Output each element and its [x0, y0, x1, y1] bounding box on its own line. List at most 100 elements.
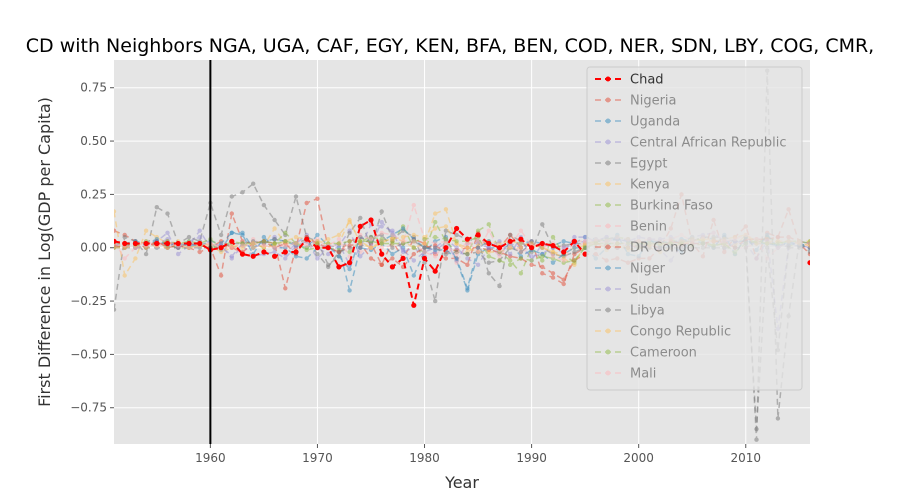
data-point: [304, 236, 310, 242]
legend-label: Cameroon: [630, 346, 697, 361]
data-point: [133, 256, 138, 261]
data-point: [315, 232, 320, 238]
data-point: [572, 245, 577, 250]
data-point: [433, 298, 438, 304]
data-point: [411, 273, 416, 278]
legend-item: Kenya: [595, 178, 670, 193]
data-point: [507, 238, 513, 244]
legend-item: Nigeria: [595, 94, 677, 109]
data-point: [400, 247, 406, 253]
data-point: [518, 249, 524, 255]
series-line: [114, 191, 810, 289]
data-point: [411, 251, 416, 257]
series-line: [114, 208, 810, 278]
data-point: [518, 271, 524, 276]
legend-swatch-marker: [605, 370, 611, 376]
y-tick-label: 0.50: [80, 134, 107, 148]
data-point: [347, 266, 352, 272]
data-point: [486, 260, 491, 265]
legend-item: Benin: [595, 220, 667, 235]
data-point: [529, 245, 535, 251]
legend-label: DR Congo: [630, 241, 695, 256]
data-point: [229, 256, 234, 261]
data-point: [272, 249, 277, 255]
legend-swatch-marker: [605, 76, 611, 82]
data-point: [400, 239, 406, 244]
data-point: [508, 262, 513, 267]
y-tick-label: 0.25: [80, 187, 107, 201]
data-point: [379, 251, 385, 257]
y-tick-label: 0.75: [80, 81, 107, 95]
legend-item: Burkina Faso: [595, 199, 713, 214]
data-point: [379, 245, 384, 250]
legend-item: Chad: [595, 73, 664, 88]
data-point: [550, 254, 556, 259]
data-point: [164, 240, 171, 247]
legend-label: Burkina Faso: [630, 199, 713, 214]
data-point: [433, 226, 438, 231]
data-point: [572, 249, 577, 255]
data-point: [496, 245, 503, 251]
data-point: [807, 241, 810, 246]
data-point: [358, 245, 363, 250]
data-point: [229, 211, 234, 216]
x-tick-label: 2010: [730, 451, 761, 465]
data-point: [497, 254, 502, 259]
data-point: [433, 234, 438, 240]
data-point: [486, 245, 491, 250]
legend-swatch-marker: [605, 244, 611, 250]
data-point: [347, 288, 352, 293]
legend-swatch-marker: [605, 328, 611, 334]
legend-swatch-marker: [605, 139, 611, 145]
data-point: [486, 228, 491, 233]
data-point: [571, 238, 578, 244]
data-point: [540, 245, 545, 250]
data-point: [475, 245, 481, 250]
data-point: [432, 268, 438, 274]
data-point: [347, 217, 352, 223]
data-point: [165, 230, 170, 235]
data-point: [326, 264, 331, 270]
x-axis-ticks: 1960 1970 1980 1990 2000 2010: [195, 444, 761, 465]
data-point: [497, 239, 502, 244]
data-point: [572, 262, 577, 267]
data-point: [272, 253, 278, 259]
x-tick-label: 1980: [409, 451, 440, 465]
legend-item: Cameroon: [595, 346, 697, 361]
data-point: [486, 222, 491, 227]
legend-swatch-marker: [605, 286, 611, 292]
data-point: [540, 271, 545, 276]
legend-item: DR Congo: [595, 241, 695, 256]
legend-label: Kenya: [630, 178, 670, 193]
data-point: [390, 251, 395, 257]
data-point: [315, 196, 320, 201]
data-point: [582, 234, 588, 240]
data-point: [518, 256, 524, 261]
data-point: [550, 275, 556, 280]
data-point: [293, 241, 299, 246]
data-point: [550, 234, 556, 240]
data-point: [464, 236, 470, 242]
x-tick-label: 1970: [302, 451, 333, 465]
data-point: [368, 245, 374, 250]
data-point: [336, 254, 342, 259]
legend-swatch-marker: [605, 265, 611, 271]
data-point: [272, 241, 277, 246]
data-point: [433, 245, 438, 250]
legend-label: Chad: [630, 73, 664, 88]
legend-label: Sudan: [630, 283, 671, 298]
data-point: [475, 249, 481, 255]
legend-label: Libya: [630, 304, 665, 319]
data-point: [122, 234, 127, 240]
data-point: [411, 239, 416, 244]
data-point: [114, 307, 117, 312]
data-point: [283, 286, 288, 291]
data-point: [261, 249, 267, 255]
data-point: [561, 239, 566, 244]
data-point: [347, 245, 352, 250]
data-point: [389, 264, 395, 270]
data-point: [454, 260, 459, 265]
data-point: [261, 234, 267, 240]
data-point: [400, 226, 406, 231]
data-point: [114, 238, 117, 244]
